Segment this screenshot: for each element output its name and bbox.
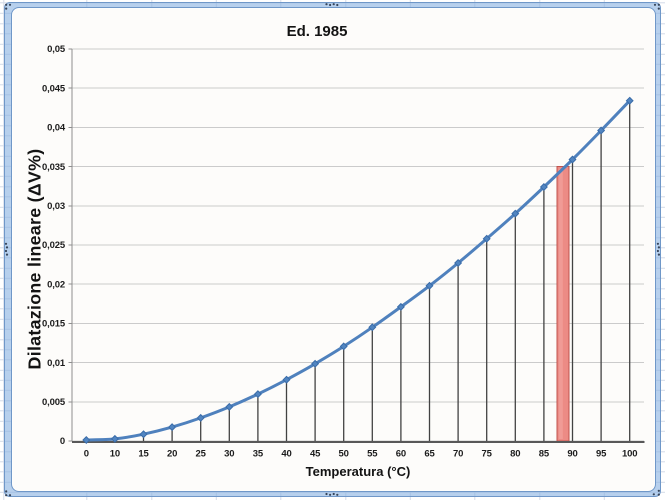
svg-text:25: 25 [196, 449, 207, 460]
svg-text:80: 80 [510, 449, 520, 460]
svg-text:95: 95 [596, 449, 607, 460]
svg-text:0,015: 0,015 [42, 319, 66, 330]
svg-text:15: 15 [138, 449, 149, 460]
svg-text:0,02: 0,02 [47, 279, 65, 290]
svg-text:0,01: 0,01 [47, 358, 66, 369]
svg-text:85: 85 [539, 449, 550, 460]
svg-text:30: 30 [224, 449, 234, 460]
svg-text:0,03: 0,03 [47, 201, 65, 212]
svg-text:70: 70 [453, 449, 463, 460]
svg-text:90: 90 [567, 449, 577, 460]
svg-text:0,045: 0,045 [42, 83, 66, 94]
svg-text:10: 10 [110, 449, 120, 460]
svg-text:20: 20 [167, 449, 177, 460]
svg-text:0: 0 [84, 449, 89, 460]
svg-text:45: 45 [310, 449, 321, 460]
svg-text:50: 50 [339, 449, 349, 460]
svg-text:0: 0 [60, 436, 65, 447]
svg-text:65: 65 [424, 449, 435, 460]
svg-text:0,025: 0,025 [42, 240, 66, 251]
svg-text:75: 75 [482, 449, 493, 460]
svg-text:0,05: 0,05 [47, 44, 66, 55]
svg-text:100: 100 [622, 449, 637, 460]
svg-text:35: 35 [253, 449, 264, 460]
svg-text:0,04: 0,04 [47, 123, 66, 134]
svg-text:55: 55 [367, 449, 378, 460]
svg-text:0,035: 0,035 [42, 162, 66, 173]
svg-text:40: 40 [281, 449, 291, 460]
svg-text:60: 60 [396, 449, 406, 460]
svg-text:0,005: 0,005 [42, 397, 66, 408]
